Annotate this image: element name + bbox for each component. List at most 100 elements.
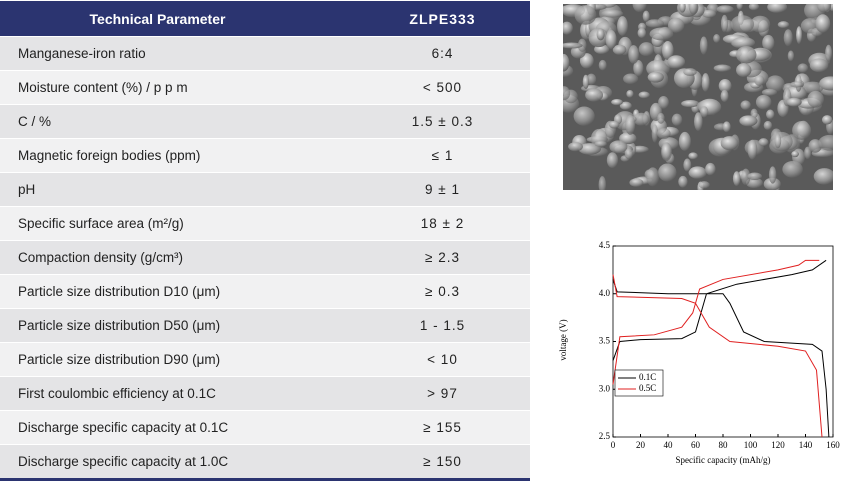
x-tick-label: 0 [611, 440, 616, 450]
particle [740, 100, 751, 110]
particle [821, 115, 833, 125]
particle [681, 99, 700, 108]
x-tick-label: 100 [744, 440, 758, 450]
particle [701, 73, 710, 92]
particle [713, 34, 721, 43]
x-tick-label: 40 [664, 440, 674, 450]
legend-label: 0.1C [639, 372, 656, 382]
particle [678, 131, 691, 151]
table-cell: 18 ± 2 [355, 206, 530, 241]
x-tick-label: 120 [771, 440, 785, 450]
legend-box [614, 369, 664, 397]
particle [718, 78, 732, 93]
table-row: Manganese-iron ratio 6:4 [0, 36, 530, 71]
particle [579, 53, 594, 69]
particle [671, 113, 683, 126]
particle [633, 112, 650, 126]
particle [688, 152, 698, 160]
plot-frame [612, 245, 834, 438]
particle [582, 74, 589, 89]
particle [661, 40, 674, 60]
particle [701, 9, 717, 18]
particle [720, 89, 729, 103]
particle [801, 81, 824, 94]
table-cell: ≥ 155 [355, 410, 530, 445]
table-row: pH 9 ± 1 [0, 172, 530, 207]
particle [720, 136, 739, 151]
table-row: Magnetic foreign bodies (ppm) ≤ 1 [0, 138, 530, 173]
particle [633, 60, 644, 77]
particle [818, 134, 833, 151]
particle [786, 97, 802, 107]
particle [819, 76, 833, 91]
particle [609, 140, 628, 154]
table-cell: Compaction density (g/cm³) [0, 240, 355, 275]
particle [638, 42, 655, 57]
particle [625, 114, 636, 135]
particle [632, 4, 647, 13]
table-cell: First coulombic efficiency at 0.1C [0, 376, 355, 411]
table-cell: 1 - 1.5 [355, 308, 530, 343]
particle [791, 150, 799, 158]
particle [626, 89, 634, 98]
particle [568, 141, 583, 152]
particle [629, 178, 644, 187]
particle [694, 112, 703, 132]
particle [736, 4, 743, 10]
series-line [612, 259, 823, 438]
particle [623, 73, 639, 85]
particle [700, 106, 709, 118]
particle [758, 138, 769, 147]
parameter-table: Technical Parameter ZLPE333 Manganese-iron… [0, 0, 530, 481]
particle [563, 53, 570, 72]
particle [825, 44, 833, 62]
table-row: First coulombic efficiency at 0.1C > 97 [0, 376, 530, 411]
particle [601, 9, 624, 18]
y-tick-label: 3.5 [599, 336, 611, 346]
x-tick-label: 20 [636, 440, 646, 450]
particle [628, 45, 639, 64]
particle [683, 158, 692, 172]
table-row: Discharge specific capacity at 0.1C ≥ 155 [0, 410, 530, 445]
table-row: Discharge specific capacity at 1.0C ≥ 150 [0, 444, 530, 480]
table-cell: ≤ 1 [355, 138, 530, 173]
table-cell: ≥ 0.3 [355, 274, 530, 309]
particle [598, 176, 607, 190]
particle [657, 112, 665, 124]
particle [750, 15, 771, 33]
table-cell: 9 ± 1 [355, 172, 530, 207]
particle [656, 128, 671, 139]
particle [637, 27, 647, 39]
particle [792, 121, 812, 140]
particle [736, 63, 752, 77]
table-row: Specific surface area (m²/g) 18 ± 2 [0, 206, 530, 241]
sem-image [563, 4, 833, 190]
table-cell: 6:4 [355, 36, 530, 71]
particle [605, 30, 617, 50]
particle [770, 131, 793, 152]
particle [608, 120, 620, 129]
particle [790, 81, 804, 88]
particle [763, 120, 773, 130]
particle [645, 19, 664, 28]
particle [774, 133, 782, 149]
table-cell: pH [0, 172, 355, 207]
particle [642, 10, 650, 22]
table-cell: Magnetic foreign bodies (ppm) [0, 138, 355, 173]
particle [813, 168, 833, 185]
legend-label: 0.5C [639, 383, 656, 393]
particle [667, 55, 686, 69]
table-row: Particle size distribution D50 (μm) 1 - 1… [0, 308, 530, 343]
particle [596, 28, 605, 41]
particle [762, 34, 775, 51]
particle [720, 14, 729, 33]
particle [705, 162, 716, 176]
particle [736, 46, 757, 64]
table-cell: Particle size distribution D90 (μm) [0, 342, 355, 377]
x-tick-label: 80 [719, 440, 729, 450]
table-cell: Specific surface area (m²/g) [0, 206, 355, 241]
particle [730, 15, 755, 34]
particle [679, 4, 686, 13]
particle [713, 64, 732, 72]
table-cell: Manganese-iron ratio [0, 36, 355, 71]
